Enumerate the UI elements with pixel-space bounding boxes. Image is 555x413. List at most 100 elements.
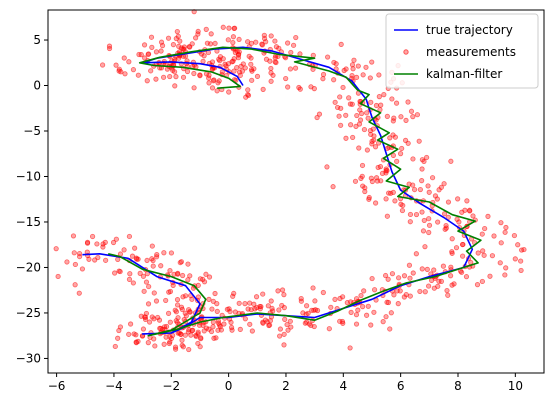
measurement-point <box>113 236 119 242</box>
measurement-point <box>141 288 147 294</box>
measurement-point <box>260 86 266 92</box>
measurement-point <box>254 73 261 79</box>
measurement-point <box>231 25 237 32</box>
measurement-point <box>368 175 374 181</box>
measurement-point <box>215 320 222 326</box>
measurement-point <box>55 273 61 280</box>
measurement-point <box>206 326 212 332</box>
x-tick-label: 0 <box>225 379 233 393</box>
measurement-point <box>464 198 470 204</box>
measurement-point <box>361 288 367 294</box>
y-tick-label: −10 <box>16 169 41 183</box>
measurement-point <box>76 253 83 260</box>
legend-label-kalman-filter: kalman-filter <box>426 67 502 81</box>
measurement-point <box>184 68 191 75</box>
measurement-point <box>354 112 360 119</box>
measurement-point <box>324 164 330 170</box>
measurement-point <box>425 183 431 189</box>
measurement-point <box>153 76 159 82</box>
measurement-point <box>392 198 398 204</box>
measurement-point <box>160 74 167 80</box>
measurement-point <box>159 43 166 49</box>
measurement-point <box>443 222 449 229</box>
x-tick-label: −4 <box>105 379 123 393</box>
kalman-filter-line <box>108 46 482 337</box>
measurement-point <box>115 335 121 341</box>
measurement-point <box>419 166 425 172</box>
measurement-point <box>503 224 509 231</box>
measurement-point <box>230 39 236 46</box>
measurement-point <box>195 31 201 37</box>
measurement-point <box>140 326 147 332</box>
measurement-point <box>369 59 375 65</box>
measurement-point <box>480 248 486 254</box>
measurement-point <box>236 69 243 75</box>
measurement-point <box>177 38 183 44</box>
measurement-point <box>135 338 141 344</box>
measurement-point <box>382 272 389 279</box>
measurement-point <box>226 25 232 31</box>
measurement-point <box>195 282 201 288</box>
measurement-point <box>158 48 164 54</box>
measurement-point <box>249 77 255 83</box>
measurement-point <box>175 330 181 336</box>
measurement-point <box>300 310 306 316</box>
measurement-point <box>268 33 274 39</box>
measurement-point <box>338 41 344 47</box>
measurement-point <box>388 190 394 196</box>
measurement-point <box>196 322 203 328</box>
measurement-point <box>475 250 481 256</box>
measurement-point <box>384 113 390 119</box>
measurement-point <box>362 188 368 195</box>
measurement-point <box>174 297 181 303</box>
measurement-point <box>275 288 281 294</box>
measurement-point <box>207 41 214 47</box>
measurement-point <box>268 78 274 84</box>
measurement-point <box>248 61 254 67</box>
measurement-point <box>426 229 432 236</box>
measurement-point <box>179 342 185 348</box>
measurement-point <box>265 303 271 309</box>
measurement-point <box>366 194 372 201</box>
measurement-point <box>463 274 470 280</box>
y-tick-label: −25 <box>16 306 41 320</box>
measurement-point <box>378 102 384 108</box>
measurement-point <box>175 33 181 39</box>
measurement-point <box>393 100 400 106</box>
measurement-point <box>416 138 422 144</box>
measurement-point <box>397 151 404 157</box>
measurement-point <box>86 256 92 262</box>
measurement-point <box>436 187 442 193</box>
measurement-point <box>201 279 208 285</box>
measurement-point <box>163 297 169 304</box>
measurement-point <box>518 258 524 264</box>
measurement-point <box>312 307 319 313</box>
y-axis-ticks: 5 0 −5 −10 −15 −20 −25 −30 <box>16 33 48 365</box>
measurement-point <box>357 107 363 113</box>
measurement-point <box>441 181 447 187</box>
measurement-point <box>126 233 133 240</box>
measurement-point <box>214 88 220 94</box>
measurement-point <box>146 319 153 325</box>
measurement-point <box>410 114 416 120</box>
measurement-point <box>206 274 213 280</box>
measurement-point <box>434 196 440 202</box>
measurement-point <box>372 144 379 150</box>
measurement-point <box>116 66 122 72</box>
measurement-point <box>343 135 349 141</box>
measurement-point <box>126 331 132 337</box>
measurement-point <box>320 71 327 78</box>
measurement-point <box>210 78 217 84</box>
measurement-point <box>210 324 216 330</box>
measurement-point <box>407 211 414 218</box>
measurement-point <box>406 262 413 268</box>
measurement-point <box>375 164 381 171</box>
measurement-point <box>310 52 316 58</box>
measurement-point <box>435 283 441 289</box>
measurement-point <box>474 282 481 288</box>
measurement-point <box>252 306 258 312</box>
axes-frame <box>47 9 545 374</box>
measurement-point <box>405 99 411 105</box>
measurement-point <box>351 57 357 63</box>
measurement-point <box>203 271 209 277</box>
